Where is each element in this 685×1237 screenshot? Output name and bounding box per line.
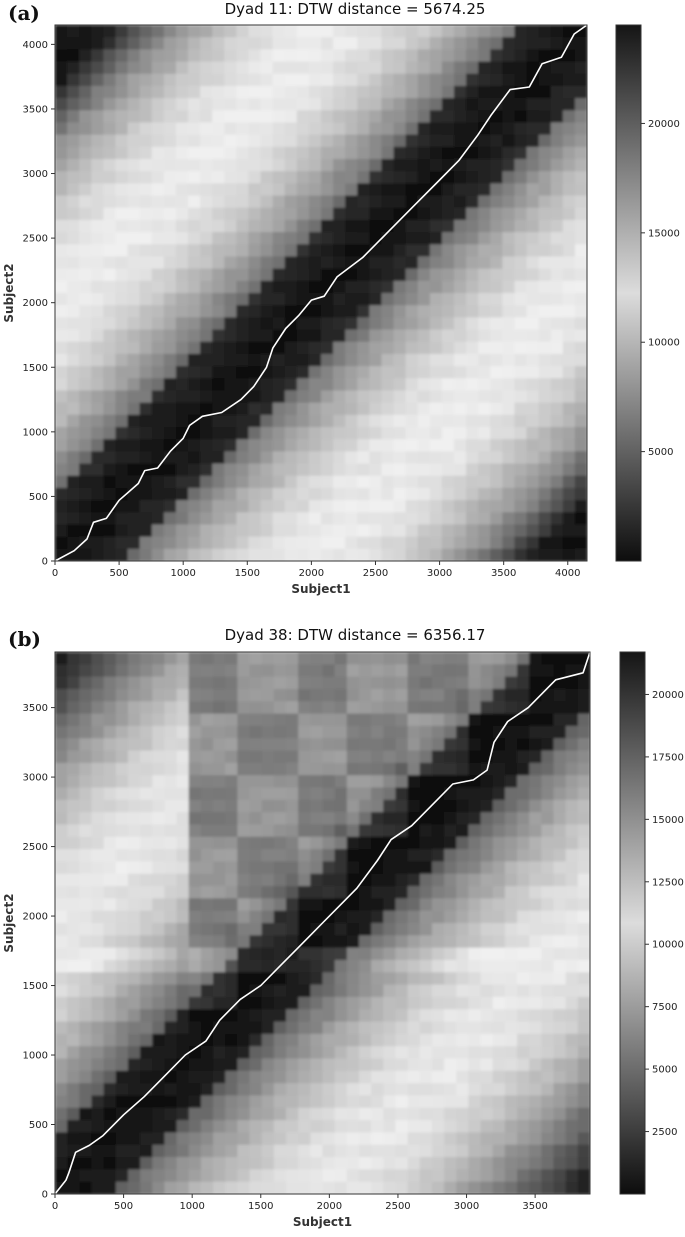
x-tick-label: 2000 bbox=[317, 1201, 342, 1212]
colorbar bbox=[619, 651, 646, 1195]
colorbar-tick-label: 15000 bbox=[648, 228, 680, 239]
x-tick-label: 1000 bbox=[179, 1201, 204, 1212]
heatmap-cells bbox=[55, 652, 590, 1194]
x-tick-label: 500 bbox=[114, 1201, 133, 1212]
warping-path bbox=[54, 651, 591, 1195]
y-tick-label: 0 bbox=[42, 557, 48, 568]
colorbar-tick-label: 15000 bbox=[652, 815, 684, 826]
x-tick-label: 3500 bbox=[522, 1201, 547, 1212]
y-tick-label: 0 bbox=[42, 1190, 48, 1201]
chart-title: Dyad 38: DTW distance = 6356.17 bbox=[225, 626, 486, 644]
x-tick-label: 0 bbox=[52, 568, 58, 579]
x-tick-label: 1500 bbox=[248, 1201, 273, 1212]
colorbar bbox=[615, 24, 642, 562]
x-tick-label: 1000 bbox=[170, 568, 195, 579]
colorbar-tick-label: 2500 bbox=[652, 1127, 677, 1138]
colorbar-tick-label: 7500 bbox=[652, 1002, 677, 1013]
y-tick-label: 1500 bbox=[23, 981, 48, 992]
y-tick-label: 2500 bbox=[23, 234, 48, 245]
y-axis-label: Subject2 bbox=[2, 893, 16, 952]
y-tick-label: 4000 bbox=[23, 40, 48, 51]
plot-frame bbox=[54, 24, 588, 562]
y-tick-label: 2000 bbox=[23, 298, 48, 309]
x-tick-label: 2500 bbox=[385, 1201, 410, 1212]
colorbar-tick-label: 10000 bbox=[652, 940, 684, 951]
y-tick-label: 3500 bbox=[23, 703, 48, 714]
colorbar-tick-label: 20000 bbox=[648, 119, 680, 130]
y-tick-label: 3000 bbox=[23, 773, 48, 784]
warping-path bbox=[54, 24, 588, 562]
colorbar-tick-label: 10000 bbox=[648, 338, 680, 349]
chart-panel-b: (b) Dyad 38: DTW distance = 6356.17 0 500 10… bbox=[0, 616, 685, 1233]
y-tick-label: 2000 bbox=[23, 912, 48, 923]
x-tick-label: 2000 bbox=[299, 568, 324, 579]
x-tick-label: 2500 bbox=[363, 568, 388, 579]
x-axis-label: Subject1 bbox=[291, 582, 350, 596]
x-tick-label: 500 bbox=[110, 568, 129, 579]
y-tick-label: 3000 bbox=[23, 169, 48, 180]
chart-title: Dyad 11: DTW distance = 5674.25 bbox=[225, 0, 486, 18]
colorbar-tick-label: 12500 bbox=[652, 877, 684, 888]
heatmap-cells bbox=[55, 25, 587, 561]
x-tick-label: 0 bbox=[52, 1201, 58, 1212]
panel-label: (a) bbox=[8, 1, 40, 25]
y-tick-label: 500 bbox=[29, 492, 48, 503]
x-tick-label: 3500 bbox=[491, 568, 516, 579]
y-tick-label: 2500 bbox=[23, 842, 48, 853]
x-tick-label: 4000 bbox=[555, 568, 580, 579]
y-tick-label: 1500 bbox=[23, 363, 48, 374]
y-axis-label: Subject2 bbox=[2, 263, 16, 322]
colorbar-tick-label: 20000 bbox=[652, 690, 684, 701]
y-tick-label: 500 bbox=[29, 1120, 48, 1131]
colorbar-tick-label: 5000 bbox=[652, 1065, 677, 1076]
y-tick-label: 3500 bbox=[23, 104, 48, 115]
x-tick-label: 3000 bbox=[427, 568, 452, 579]
y-tick-label: 1000 bbox=[23, 427, 48, 438]
chart-panel-a: (a) Dyad 11: DTW distance = 5674.25 0 500 10… bbox=[0, 0, 685, 605]
colorbar-tick-label: 5000 bbox=[648, 447, 673, 458]
x-tick-label: 1500 bbox=[235, 568, 260, 579]
plot-frame bbox=[54, 651, 591, 1195]
heatmap-chart-a: (a) Dyad 11: DTW distance = 5674.25 0 500 10… bbox=[2, 0, 680, 596]
panel-label: (b) bbox=[8, 627, 41, 651]
x-axis-label: Subject1 bbox=[293, 1215, 352, 1229]
heatmap-chart-b: (b) Dyad 38: DTW distance = 6356.17 0 500 10… bbox=[2, 626, 684, 1229]
colorbar-tick-label: 17500 bbox=[652, 752, 684, 763]
y-tick-label: 1000 bbox=[23, 1051, 48, 1062]
x-tick-label: 3000 bbox=[454, 1201, 479, 1212]
